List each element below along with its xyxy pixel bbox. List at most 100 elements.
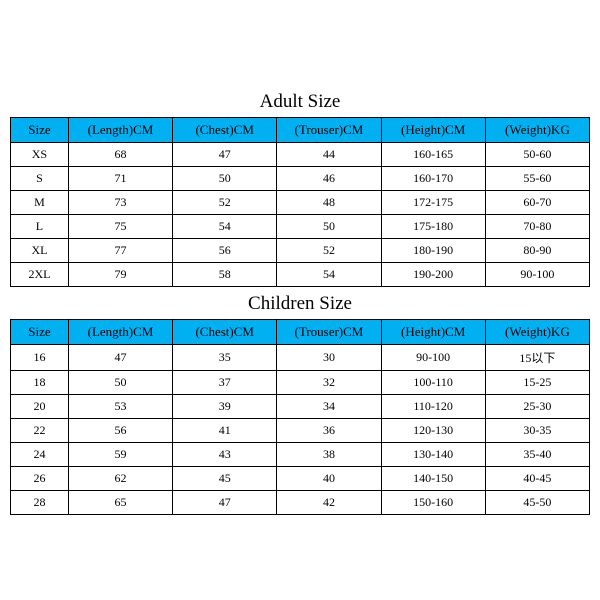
- cell: 65: [68, 491, 172, 515]
- cell: 30-35: [485, 419, 589, 443]
- cell: 44: [277, 143, 381, 167]
- cell: 37: [173, 371, 277, 395]
- adult-size-table: Size (Length)CM (Chest)CM (Trouser)CM (H…: [10, 117, 590, 287]
- cell: 40-45: [485, 467, 589, 491]
- col-chest: (Chest)CM: [173, 320, 277, 345]
- cell: 59: [68, 443, 172, 467]
- cell: 25-30: [485, 395, 589, 419]
- cell: M: [11, 191, 69, 215]
- cell: 36: [277, 419, 381, 443]
- cell: L: [11, 215, 69, 239]
- cell: 77: [68, 239, 172, 263]
- cell: 75: [68, 215, 172, 239]
- cell: 18: [11, 371, 69, 395]
- cell: 46: [277, 167, 381, 191]
- col-length: (Length)CM: [68, 118, 172, 143]
- cell: 55-60: [485, 167, 589, 191]
- cell: 180-190: [381, 239, 485, 263]
- table-row: L755450175-18070-80: [11, 215, 590, 239]
- table-row: 2XL795854190-20090-100: [11, 263, 590, 287]
- cell: 34: [277, 395, 381, 419]
- cell: 175-180: [381, 215, 485, 239]
- cell: 20: [11, 395, 69, 419]
- cell: 56: [68, 419, 172, 443]
- table-row: S715046160-17055-60: [11, 167, 590, 191]
- table-row: 1647353090-10015以下: [11, 345, 590, 371]
- cell: 15-25: [485, 371, 589, 395]
- table-header-row: Size (Length)CM (Chest)CM (Trouser)CM (H…: [11, 118, 590, 143]
- table-row: XL775652180-19080-90: [11, 239, 590, 263]
- col-size: Size: [11, 118, 69, 143]
- cell: 80-90: [485, 239, 589, 263]
- cell: 35-40: [485, 443, 589, 467]
- col-height: (Height)CM: [381, 320, 485, 345]
- col-trouser: (Trouser)CM: [277, 320, 381, 345]
- cell: 140-150: [381, 467, 485, 491]
- cell: 47: [173, 491, 277, 515]
- col-weight: (Weight)KG: [485, 118, 589, 143]
- table-header-row: Size (Length)CM (Chest)CM (Trouser)CM (H…: [11, 320, 590, 345]
- col-weight: (Weight)KG: [485, 320, 589, 345]
- cell: 24: [11, 443, 69, 467]
- cell: 45-50: [485, 491, 589, 515]
- cell: 160-165: [381, 143, 485, 167]
- table-row: 26624540140-15040-45: [11, 467, 590, 491]
- cell: 22: [11, 419, 69, 443]
- cell: 58: [173, 263, 277, 287]
- cell: 28: [11, 491, 69, 515]
- cell: 50: [68, 371, 172, 395]
- cell: 40: [277, 467, 381, 491]
- col-height: (Height)CM: [381, 118, 485, 143]
- cell: XL: [11, 239, 69, 263]
- table-row: 28654742150-16045-50: [11, 491, 590, 515]
- cell: 90-100: [485, 263, 589, 287]
- table-row: XS684744160-16550-60: [11, 143, 590, 167]
- cell: 54: [277, 263, 381, 287]
- cell: 60-70: [485, 191, 589, 215]
- cell: 32: [277, 371, 381, 395]
- cell: XS: [11, 143, 69, 167]
- cell: 45: [173, 467, 277, 491]
- cell: 70-80: [485, 215, 589, 239]
- cell: 73: [68, 191, 172, 215]
- cell: 15以下: [485, 345, 589, 371]
- table-row: 22564136120-13030-35: [11, 419, 590, 443]
- cell: 150-160: [381, 491, 485, 515]
- cell: 56: [173, 239, 277, 263]
- cell: 190-200: [381, 263, 485, 287]
- children-size-table: Size (Length)CM (Chest)CM (Trouser)CM (H…: [10, 319, 590, 515]
- table-row: 20533934110-12025-30: [11, 395, 590, 419]
- cell: 30: [277, 345, 381, 371]
- cell: 2XL: [11, 263, 69, 287]
- cell: 16: [11, 345, 69, 371]
- col-trouser: (Trouser)CM: [277, 118, 381, 143]
- cell: 120-130: [381, 419, 485, 443]
- cell: 50-60: [485, 143, 589, 167]
- cell: 68: [68, 143, 172, 167]
- cell: 39: [173, 395, 277, 419]
- cell: 54: [173, 215, 277, 239]
- cell: 79: [68, 263, 172, 287]
- cell: 130-140: [381, 443, 485, 467]
- cell: 50: [173, 167, 277, 191]
- cell: 48: [277, 191, 381, 215]
- cell: 52: [277, 239, 381, 263]
- table-row: M735248172-17560-70: [11, 191, 590, 215]
- cell: 42: [277, 491, 381, 515]
- cell: S: [11, 167, 69, 191]
- children-size-title: Children Size: [10, 287, 590, 319]
- size-chart-container: Adult Size Size (Length)CM (Chest)CM (Tr…: [10, 85, 590, 515]
- cell: 47: [173, 143, 277, 167]
- cell: 110-120: [381, 395, 485, 419]
- cell: 71: [68, 167, 172, 191]
- col-length: (Length)CM: [68, 320, 172, 345]
- cell: 38: [277, 443, 381, 467]
- table-row: 18503732100-11015-25: [11, 371, 590, 395]
- cell: 52: [173, 191, 277, 215]
- table-row: 24594338130-14035-40: [11, 443, 590, 467]
- cell: 90-100: [381, 345, 485, 371]
- cell: 160-170: [381, 167, 485, 191]
- cell: 43: [173, 443, 277, 467]
- cell: 41: [173, 419, 277, 443]
- cell: 172-175: [381, 191, 485, 215]
